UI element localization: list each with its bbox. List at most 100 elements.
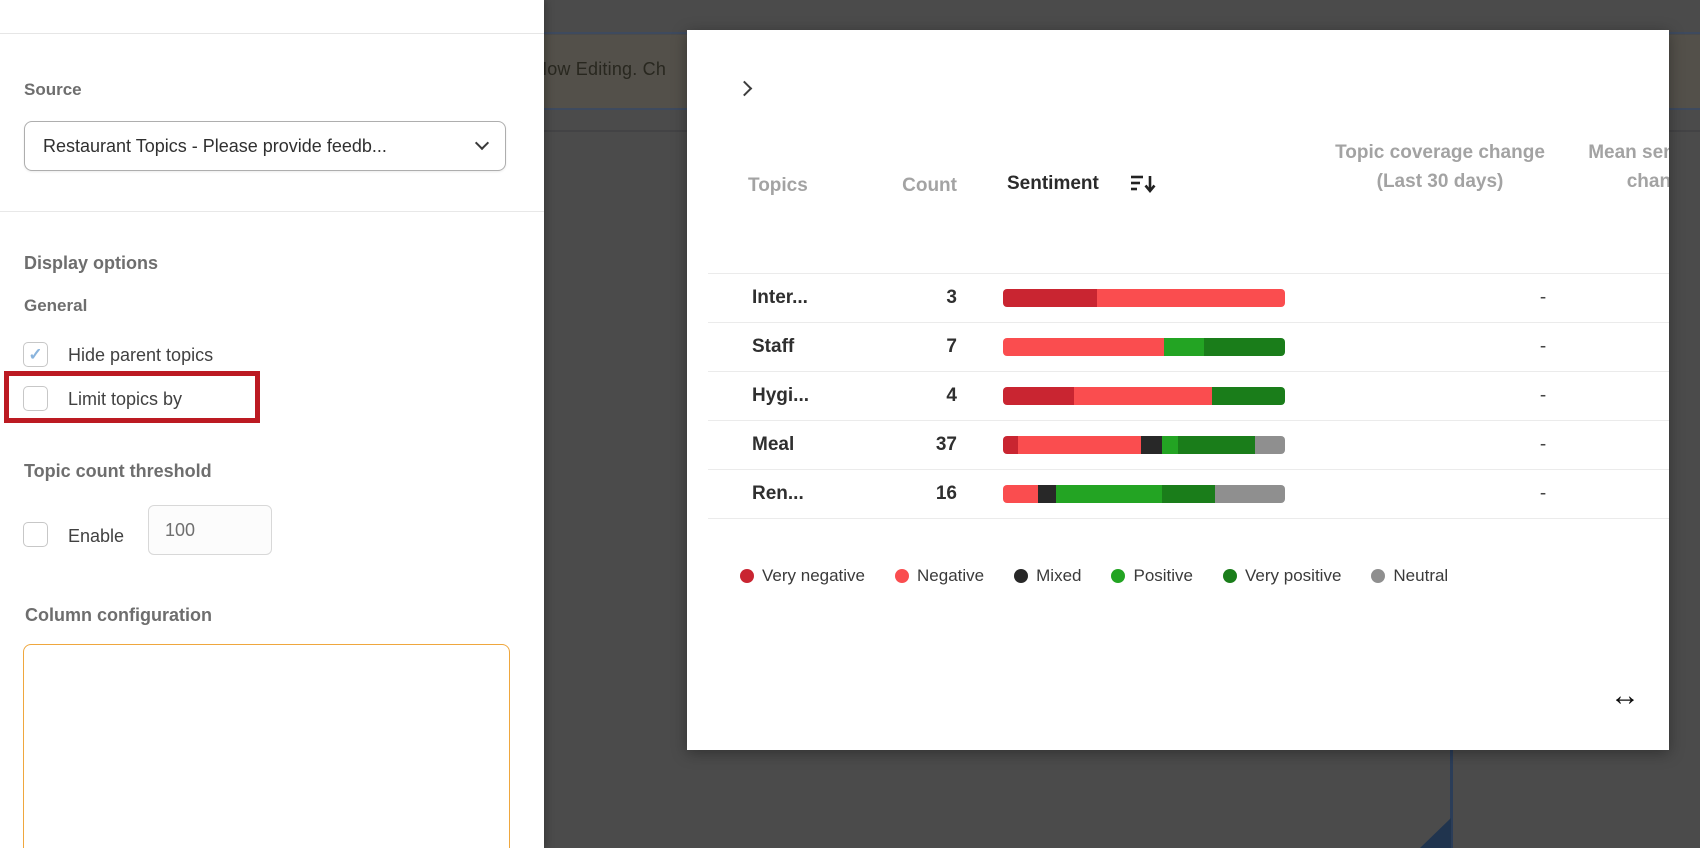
legend-label: Negative: [917, 566, 985, 585]
table-row[interactable]: Ren... 16 -: [687, 469, 1669, 518]
row-separator: [708, 518, 1669, 519]
legend-dot-neutral: [1371, 569, 1386, 583]
sentiment-bar-segment-neutral: [1215, 485, 1285, 503]
sort-descending-icon[interactable]: [1130, 174, 1158, 194]
limit-topics-highlight-box: [4, 371, 260, 423]
topic-coverage-change-value: -: [1539, 385, 1547, 406]
hide-parent-topics-checkbox[interactable]: ✓: [23, 342, 48, 367]
threshold-value-input[interactable]: [148, 505, 272, 555]
legend-item-neutral: Neutral: [1371, 566, 1448, 586]
legend-dot-positive: [1111, 569, 1126, 583]
sentiment-bar[interactable]: [1003, 485, 1285, 503]
topic-cell[interactable]: Staff: [752, 336, 795, 357]
row-separator: [708, 322, 1669, 323]
topics-table-panel: Topics Count Sentiment Topic coverage ch…: [687, 30, 1669, 750]
sentiment-bar-segment-very_negative: [1003, 436, 1018, 454]
sentiment-bar-segment-negative: [1003, 338, 1164, 356]
sentiment-bar-segment-negative: [1097, 289, 1285, 307]
topic-cell[interactable]: Inter...: [752, 287, 808, 308]
source-dropdown-value: Restaurant Topics - Please provide feedb…: [43, 135, 387, 156]
limit-topics-by-checkbox[interactable]: [23, 386, 48, 411]
column-header-topic-coverage-change[interactable]: Topic coverage change (Last 30 days): [1335, 142, 1545, 192]
now-editing-banner-text: Now Editing. Ch: [534, 59, 667, 79]
sentiment-bar-segment-positive: [1056, 485, 1162, 503]
count-cell: 7: [946, 336, 957, 357]
sentiment-bar[interactable]: [1003, 436, 1285, 454]
sentiment-bar-segment-negative: [1018, 436, 1141, 454]
sentiment-bar-segment-neutral: [1255, 436, 1285, 454]
column-header-count[interactable]: Count: [902, 175, 957, 196]
legend-label: Mixed: [1036, 566, 1082, 585]
sentiment-bar-segment-positive: [1162, 436, 1178, 454]
sentiment-bar-segment-mixed: [1038, 485, 1056, 503]
resize-cursor-icon: ↔: [1610, 679, 1640, 712]
table-row[interactable]: Meal 37 -: [687, 420, 1669, 469]
count-cell: 3: [946, 287, 957, 308]
table-row[interactable]: Inter... 3 -: [687, 273, 1669, 322]
sentiment-bar-segment-mixed: [1141, 436, 1162, 454]
sentiment-bar[interactable]: [1003, 387, 1285, 405]
topic-cell[interactable]: Meal: [752, 434, 795, 455]
topic-coverage-change-value: -: [1539, 434, 1547, 455]
legend-item-very_negative: Very negative: [740, 566, 865, 586]
source-label: Source: [24, 80, 82, 99]
legend-label: Very negative: [762, 566, 866, 585]
source-dropdown[interactable]: Restaurant Topics - Please provide feedb…: [24, 121, 506, 171]
legend-label: Neutral: [1393, 566, 1449, 585]
topic-coverage-change-value: -: [1539, 287, 1547, 308]
legend-dot-very_positive: [1223, 569, 1238, 583]
sentiment-bar-segment-positive: [1164, 338, 1204, 356]
enable-threshold-label: Enable: [68, 526, 125, 546]
chevron-down-icon: [474, 135, 490, 151]
column-header-mean-sentiment-change[interactable]: Mean sentiment change: [1588, 142, 1669, 192]
count-cell: 37: [935, 434, 957, 455]
sentiment-bar-segment-very_positive: [1162, 485, 1215, 503]
legend-item-negative: Negative: [895, 566, 984, 586]
hide-parent-topics-label: Hide parent topics: [68, 345, 214, 365]
limit-topics-by-label: Limit topics by: [68, 389, 183, 409]
background-chart-axis-line: [1450, 750, 1453, 848]
sentiment-bar-segment-negative: [1003, 485, 1038, 503]
sentiment-bar-segment-very_positive: [1178, 436, 1255, 454]
display-options-heading: Display options: [24, 253, 159, 273]
sentiment-bar-segment-very_negative: [1003, 289, 1097, 307]
count-cell: 4: [946, 385, 957, 406]
legend-item-positive: Positive: [1111, 566, 1193, 586]
legend-dot-very_negative: [740, 569, 754, 583]
topic-cell[interactable]: Ren...: [752, 483, 804, 504]
sentiment-bar-segment-very_negative: [1003, 387, 1074, 405]
column-configuration-warning-box: ⚠ Each topic’s relative importance is ca…: [23, 644, 510, 848]
legend-label: Very positive: [1245, 566, 1342, 585]
count-cell: 16: [935, 483, 957, 504]
topic-coverage-change-value: -: [1539, 483, 1547, 504]
row-separator: [708, 273, 1669, 274]
legend-dot-negative: [895, 569, 910, 583]
legend-item-very_positive: Very positive: [1223, 566, 1341, 586]
sentiment-bar[interactable]: [1003, 338, 1285, 356]
legend-label: Positive: [1133, 566, 1194, 585]
topic-count-threshold-heading: Topic count threshold: [24, 461, 212, 481]
table-row[interactable]: Hygi... 4 -: [687, 371, 1669, 420]
table-row[interactable]: Staff 7 -: [687, 322, 1669, 371]
chevron-right-icon: [736, 80, 753, 97]
checkmark-icon: ✓: [28, 345, 43, 364]
column-header-topics[interactable]: Topics: [748, 175, 808, 196]
enable-threshold-checkbox[interactable]: [23, 522, 48, 547]
topic-coverage-change-value: -: [1539, 336, 1547, 357]
column-header-sentiment[interactable]: Sentiment: [1007, 173, 1099, 194]
collapse-panel-button[interactable]: [734, 78, 758, 102]
column-configuration-heading: Column configuration: [25, 605, 212, 625]
settings-sidebar: Source Restaurant Topics - Please provid…: [0, 0, 544, 848]
row-separator: [708, 420, 1669, 421]
sentiment-bar[interactable]: [1003, 289, 1285, 307]
row-separator: [708, 371, 1669, 372]
sentiment-bar-segment-very_positive: [1212, 387, 1285, 405]
section-divider: [0, 211, 544, 212]
legend-dot-mixed: [1014, 569, 1029, 583]
topic-cell[interactable]: Hygi...: [752, 385, 810, 406]
sentiment-legend: Very negative Negative Mixed Positive Very p…: [740, 566, 1448, 586]
legend-item-mixed: Mixed: [1014, 566, 1081, 586]
general-heading: General: [24, 296, 88, 315]
sidebar-top-divider: [0, 33, 544, 34]
